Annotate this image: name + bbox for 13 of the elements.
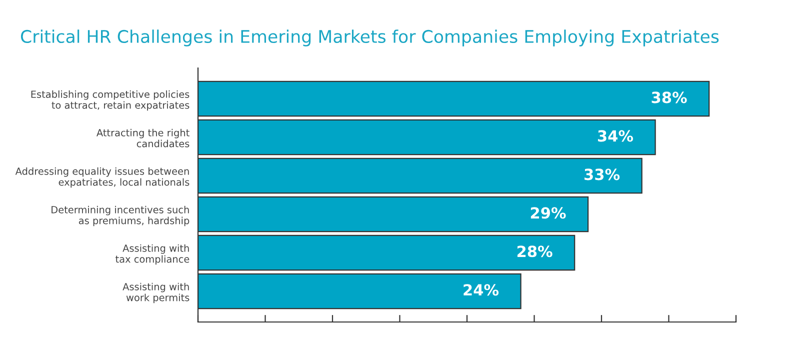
data-label: 24% — [464, 284, 499, 296]
y-tick-label: Establishing competitive policies to attract, retain expatriates — [31, 90, 190, 111]
data-label: 38% — [652, 92, 687, 104]
data-label: 28% — [517, 246, 552, 258]
y-tick-label: Assisting with work permits — [122, 282, 190, 304]
y-tick-label: Addressing equality issues between expatriates, local nationals — [15, 167, 190, 188]
data-label: 34% — [598, 130, 634, 142]
data-label: 33% — [584, 168, 620, 180]
y-tick-label: Assisting with tax compliance — [116, 244, 190, 265]
chart-title: Critical HR Challenges in Emering Markets for Companies Employing Expatriates — [20, 30, 719, 46]
y-tick-label: Determining incentives such as premiums, hardship — [52, 206, 190, 226]
data-label: 29% — [530, 207, 566, 219]
y-tick-label: Attracting the right candidates — [96, 128, 190, 148]
